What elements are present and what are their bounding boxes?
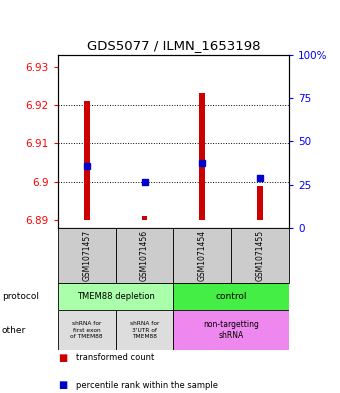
Bar [173,310,289,350]
Text: TMEM88 depletion: TMEM88 depletion [76,292,155,301]
Bar [58,283,173,310]
Text: protocol: protocol [2,292,39,301]
Title: GDS5077 / ILMN_1653198: GDS5077 / ILMN_1653198 [87,39,260,52]
Text: ■: ■ [58,353,67,363]
Text: GSM1071457: GSM1071457 [82,230,91,281]
Text: shRNA for
first exon
of TMEM88: shRNA for first exon of TMEM88 [70,321,103,339]
Text: other: other [2,326,26,334]
Bar [199,94,205,220]
Text: percentile rank within the sample: percentile rank within the sample [76,381,219,389]
Bar [84,101,90,220]
Text: GSM1071454: GSM1071454 [198,230,207,281]
Bar [141,217,147,220]
Bar [231,228,289,283]
Bar [257,185,263,220]
Bar [58,228,116,283]
Text: shRNA for
3'UTR of
TMEM88: shRNA for 3'UTR of TMEM88 [130,321,159,339]
Bar [173,283,289,310]
Text: control: control [216,292,247,301]
Text: ■: ■ [58,380,67,390]
Text: GSM1071456: GSM1071456 [140,230,149,281]
Bar [58,310,116,350]
Text: GSM1071455: GSM1071455 [256,230,265,281]
Text: non-targetting
shRNA: non-targetting shRNA [203,320,259,340]
Text: transformed count: transformed count [76,353,155,362]
Bar [116,310,173,350]
Bar [116,228,173,283]
Bar [173,228,231,283]
